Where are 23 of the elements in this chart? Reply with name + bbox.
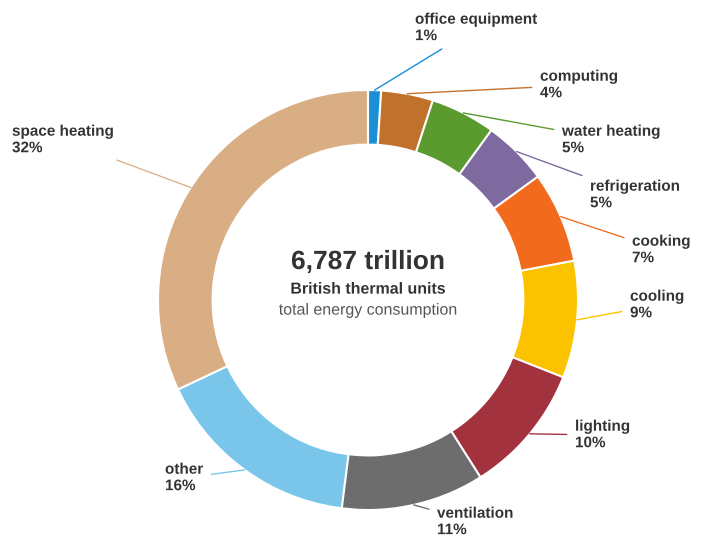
slice-label: office equipment	[416, 12, 538, 27]
slice-label: refrigeration	[591, 180, 680, 194]
text: British thermal units	[291, 282, 446, 294]
data-label: 5%	[562, 142, 584, 152]
text: total energy consumption	[279, 303, 456, 318]
data-label: 1%	[416, 30, 437, 40]
slice-label: lighting	[576, 420, 630, 434]
slice-label: ventilation	[437, 506, 512, 518]
data-label: 9%	[630, 306, 652, 318]
data-label: 4%	[540, 86, 562, 98]
slice-label: space heating	[12, 124, 113, 139]
data-label: 16%	[166, 480, 196, 490]
text: 6,787 trillion	[292, 250, 444, 274]
slice-label: water heating	[562, 124, 660, 139]
slice-label: other	[166, 462, 203, 474]
slice-label: cooking	[632, 234, 690, 249]
data-label: 7%	[632, 252, 654, 262]
data-label: 32%	[12, 142, 42, 152]
data-label: 10%	[576, 436, 606, 448]
slice-label: cooling	[630, 290, 684, 304]
data-label: 11%	[438, 524, 466, 534]
data-label: 5%	[590, 196, 612, 208]
slice-label: computing	[540, 70, 618, 84]
